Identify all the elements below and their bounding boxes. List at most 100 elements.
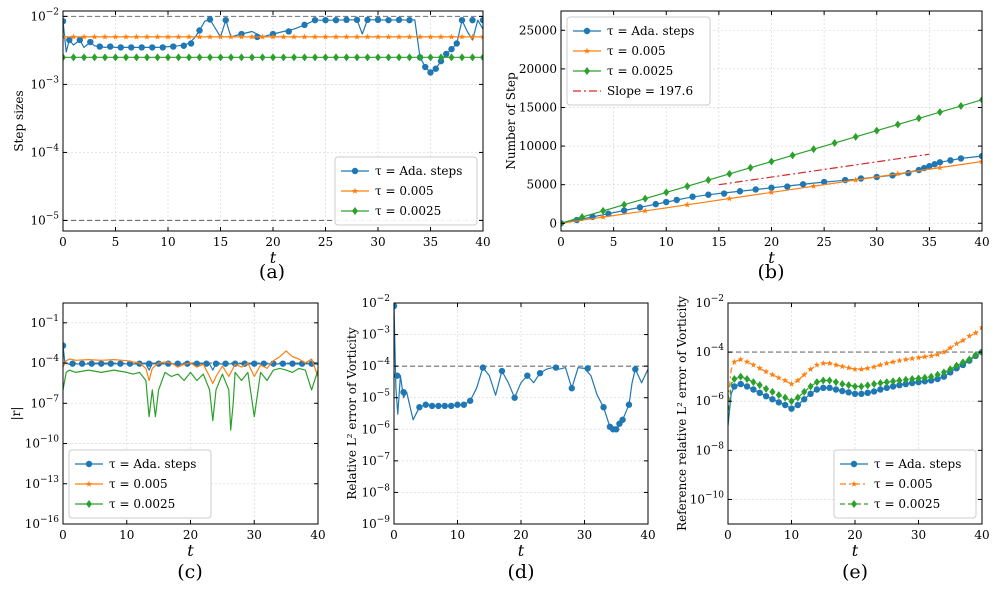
data-point — [144, 53, 150, 62]
data-point — [88, 360, 95, 367]
data-point — [934, 370, 941, 379]
data-point — [196, 33, 203, 40]
plot-area — [63, 342, 318, 431]
data-point — [689, 193, 696, 200]
data-point — [737, 372, 744, 381]
data-point — [406, 53, 413, 62]
data-point — [839, 363, 846, 370]
data-point — [720, 190, 728, 197]
data-point — [469, 16, 476, 24]
data-point — [259, 53, 266, 62]
x-axis-label: t — [852, 541, 859, 560]
data-point — [784, 183, 791, 190]
data-point — [600, 213, 607, 220]
x-axis-label: t — [518, 541, 525, 560]
x-tick-label: 10 — [119, 528, 134, 542]
legend-entry: τ = Ada. steps — [375, 164, 462, 178]
x-tick-label: 25 — [318, 235, 333, 249]
data-point — [170, 43, 177, 50]
data-point — [91, 33, 98, 40]
data-point — [978, 324, 982, 331]
x-tick-label: 15 — [711, 235, 726, 249]
x-tick-label: 25 — [816, 235, 831, 249]
data-point — [663, 198, 670, 206]
data-point — [782, 393, 789, 402]
x-tick-label: 10 — [659, 235, 674, 249]
panel-label: (c) — [177, 561, 202, 583]
ticks — [393, 302, 649, 525]
data-point — [385, 33, 392, 40]
legend-marker — [351, 167, 359, 175]
data-point — [175, 53, 182, 62]
chart-panel-4: 0 10 20 30 40 10−9 10−8 10−7 10−6 10−5 10−4 10−3 10−… — [345, 294, 656, 583]
data-point — [810, 182, 817, 189]
data-point — [890, 377, 897, 386]
data-point — [936, 108, 943, 117]
plot-area — [561, 95, 982, 228]
data-point — [851, 390, 859, 398]
x-tick-label: 10 — [160, 235, 175, 249]
data-point — [76, 36, 84, 44]
data-point — [187, 40, 195, 47]
data-point — [301, 53, 308, 62]
data-point — [364, 33, 371, 40]
series-markers-1 — [394, 303, 639, 433]
data-point — [870, 388, 878, 395]
data-point — [979, 95, 982, 104]
y-tick-label: 10−4 — [30, 354, 59, 370]
data-point — [427, 33, 434, 40]
legend-box — [833, 449, 977, 519]
y-tick-label: 0 — [549, 216, 557, 230]
data-point — [154, 33, 161, 40]
data-point — [926, 162, 933, 170]
data-point — [353, 33, 361, 40]
x-tick-label: 30 — [247, 528, 262, 542]
data-point — [894, 170, 901, 177]
ticks — [62, 303, 319, 525]
data-point — [966, 332, 973, 339]
data-point — [143, 33, 151, 40]
data-point — [238, 53, 245, 62]
data-point — [145, 360, 153, 367]
data-point — [395, 16, 403, 24]
data-point — [448, 33, 455, 40]
series-markers-2 — [63, 33, 483, 40]
data-point — [731, 358, 738, 365]
data-point — [832, 378, 839, 387]
data-point — [902, 375, 909, 384]
data-point — [206, 16, 214, 23]
x-tick-label: 0 — [390, 528, 398, 542]
data-point — [959, 337, 967, 344]
data-point — [280, 53, 287, 62]
y-tick-label: 5000 — [526, 178, 557, 192]
data-point — [750, 386, 757, 393]
data-point — [763, 368, 770, 375]
legend: τ = Ada. steps τ = 0.005 τ = 0.0025 — [334, 156, 478, 226]
series-markers-3 — [731, 348, 982, 406]
legend-marker — [850, 480, 858, 487]
data-point — [810, 145, 817, 154]
data-point — [845, 364, 852, 371]
data-point — [934, 375, 941, 383]
data-point — [212, 360, 220, 367]
data-point — [196, 53, 203, 62]
data-point — [832, 361, 840, 368]
ticks — [62, 11, 484, 231]
x-tick-label: 40 — [974, 528, 989, 542]
x-tick-label: 0 — [557, 235, 565, 249]
data-point — [498, 367, 506, 375]
y-axis-label: Step sizes — [12, 90, 26, 151]
data-point — [845, 389, 852, 396]
data-point — [122, 33, 130, 40]
data-point — [768, 157, 775, 166]
y-axis-label: Relative L² error of Vorticity — [345, 327, 359, 499]
data-point — [947, 157, 954, 164]
data-point — [826, 384, 833, 392]
data-point — [479, 33, 483, 40]
data-point — [684, 201, 691, 208]
data-point — [63, 17, 67, 25]
x-axis-label: t — [187, 541, 194, 560]
data-point — [750, 378, 757, 387]
legend-entry: τ = 0.0025 — [874, 497, 940, 511]
